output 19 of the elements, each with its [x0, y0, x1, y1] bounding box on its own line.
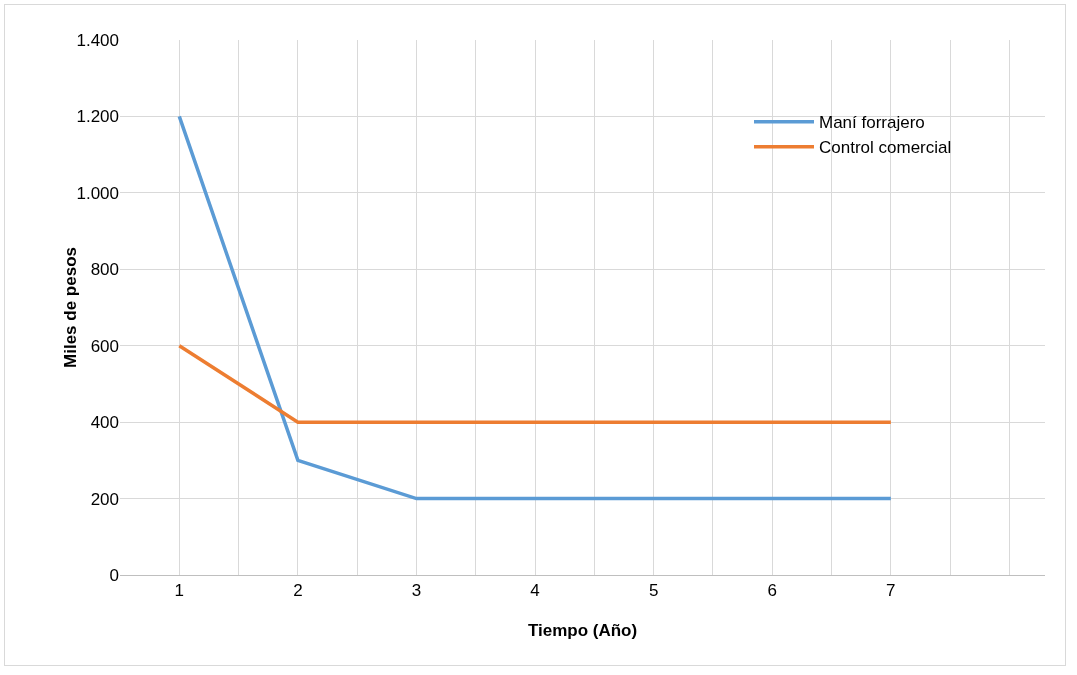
- x-tick-label: 2: [293, 581, 303, 601]
- x-tick-label: 4: [530, 581, 540, 601]
- x-tick-label: 7: [886, 581, 896, 601]
- y-tick-label: 1.400: [76, 30, 119, 50]
- y-tick-label: 200: [90, 489, 119, 509]
- legend-label: Control comercial: [819, 138, 952, 158]
- x-tick-label: 1: [174, 581, 185, 601]
- legend-label: Maní forrajero: [819, 113, 925, 133]
- x-tick-label: 5: [648, 581, 659, 601]
- y-axis-title: Miles de pesos: [61, 247, 80, 368]
- y-tick-label: 600: [90, 336, 119, 356]
- y-tick-label: 1.200: [76, 107, 119, 127]
- y-tick-label: 0: [109, 565, 119, 585]
- x-axis-title: Tiempo (Año): [527, 621, 638, 640]
- x-tick-label: 6: [767, 581, 777, 601]
- y-tick-label: 400: [90, 413, 119, 433]
- y-tick-label: 800: [90, 260, 119, 280]
- y-tick-label: 1.000: [76, 183, 119, 203]
- x-tick-label: 3: [411, 581, 422, 601]
